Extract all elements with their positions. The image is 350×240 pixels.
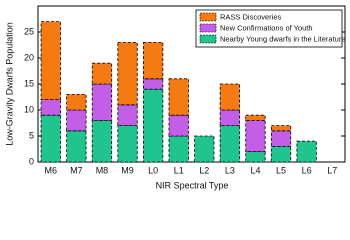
bar-segment [91,83,113,121]
bar-segment [117,42,138,106]
bar-segment [194,135,215,163]
y-tick-label: 10 [24,104,34,114]
y-tick-label: 5 [29,130,34,140]
bar-segment [66,109,87,132]
bar-segment [168,114,189,137]
legend-swatch [199,23,217,33]
bar-segment [117,125,138,163]
x-tick-label: M9 [121,165,134,175]
bar-segment [270,130,292,147]
x-tick-label: L4 [250,165,260,175]
legend-box [195,9,343,48]
x-tick-label: M8 [96,165,109,175]
bar-segment [296,140,317,163]
x-tick-label: L0 [148,165,158,175]
y-tick-label: 20 [24,52,34,62]
bar-segment [245,151,266,163]
legend-label: RASS Discoveries [220,12,282,21]
legend-label: Nearby Young dwarfs in the Literature [220,34,346,43]
legend-label: New Confirmations of Youth [220,23,313,32]
bar-segment [40,99,61,116]
x-tick-label: L5 [276,165,286,175]
bar-segment [270,125,292,132]
bar-segment [245,114,266,121]
y-tick-label: 0 [29,156,34,166]
bar-segment [168,135,189,163]
bar-segment [143,78,164,90]
bar-segment [40,21,61,101]
bar-segment [245,120,266,153]
y-axis-label: Low-Gravity Dwarfs Population [4,22,14,146]
bar-segment [219,125,240,163]
bar-segment [40,114,61,163]
bar-segment [143,42,164,80]
bar-segment [91,120,113,163]
chart: Low-Gravity Dwarfs Population NIR Spectr… [4,5,346,190]
x-tick-label: L1 [174,165,184,175]
bar-segment [117,104,138,127]
bar-segment [143,88,164,163]
x-tick-label: M7 [70,165,83,175]
bar-segment [168,78,189,116]
bar-segment [219,83,240,111]
x-tick-label: L2 [199,165,209,175]
x-tick-label: M6 [45,165,58,175]
bar-segment [91,62,113,85]
bar-segment [66,94,87,111]
x-tick-label: L7 [327,165,337,175]
x-tick-label: L6 [302,165,312,175]
bar-segment [66,130,87,163]
legend-swatch [199,34,217,44]
x-tick-label: L3 [225,165,235,175]
bar-segment [219,109,240,126]
bar-segment [270,145,292,163]
y-tick-label: 15 [24,78,34,88]
legend-swatch [199,12,217,22]
y-tick-label: 25 [24,26,34,36]
x-axis-label: NIR Spectral Type [156,180,229,190]
legend: RASS Discoveries New Confirmations of You… [195,9,346,48]
